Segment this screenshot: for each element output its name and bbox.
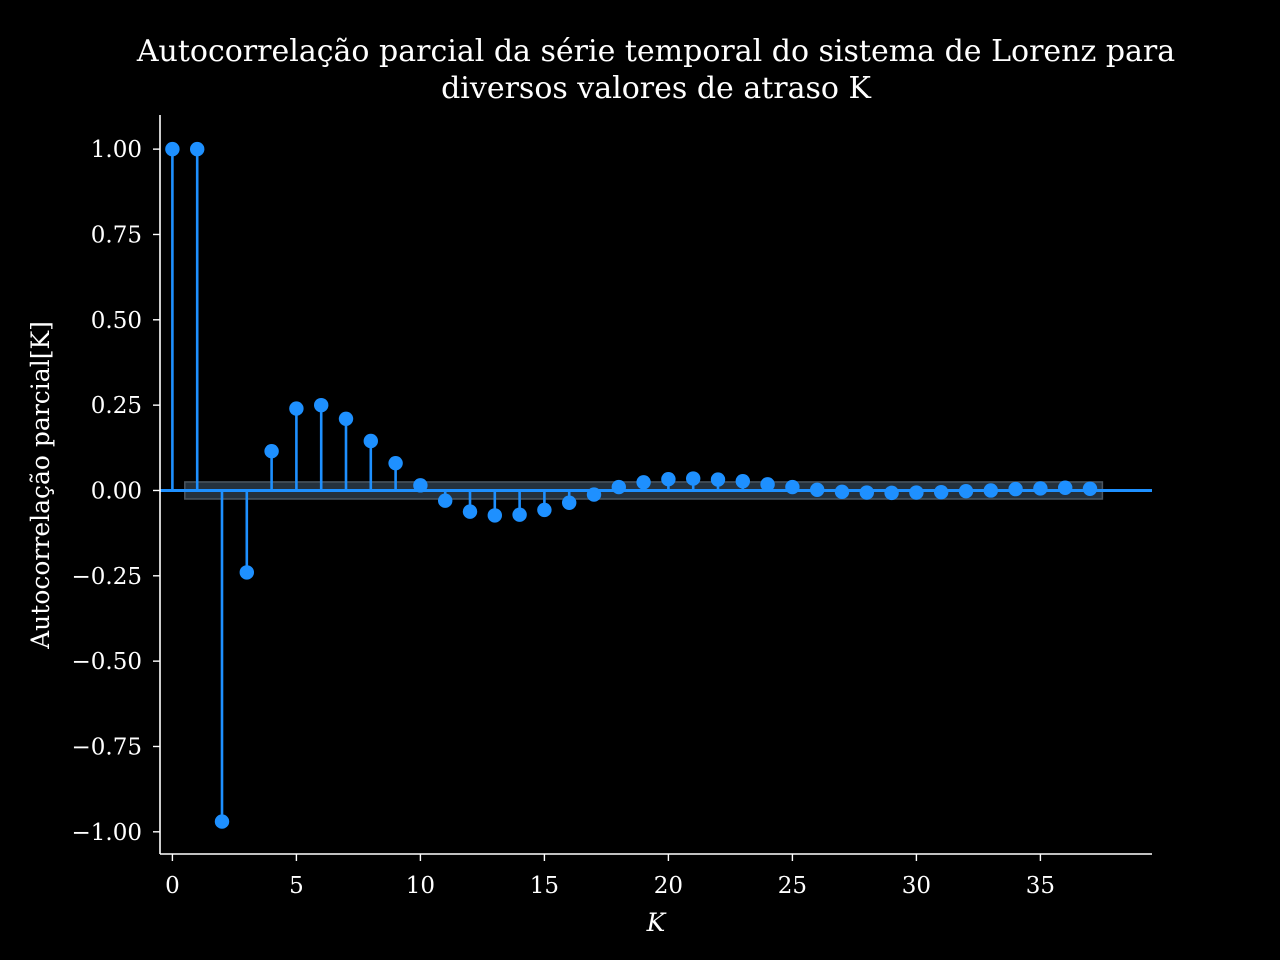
plot-area xyxy=(160,141,1152,829)
stem-marker-29 xyxy=(884,485,899,501)
stem-marker-3 xyxy=(239,565,254,580)
stem-marker-20 xyxy=(661,472,676,487)
x-tick-label-0: 0 xyxy=(165,873,180,899)
markers-layer xyxy=(165,141,1098,829)
y-tick-label-6: −0.50 xyxy=(72,649,142,675)
stem-marker-6 xyxy=(314,397,329,413)
stem-marker-37 xyxy=(1082,481,1098,496)
stem-marker-22 xyxy=(710,472,726,487)
stem-marker-17 xyxy=(586,487,602,502)
stem-marker-24 xyxy=(760,477,775,492)
x-tick-label-35: 35 xyxy=(1026,873,1055,899)
x-tick-label-10: 10 xyxy=(406,873,435,899)
stem-marker-10 xyxy=(413,478,428,493)
y-tick-label-5: −0.25 xyxy=(72,564,142,590)
stem-marker-35 xyxy=(1033,481,1048,496)
y-axis-label: Autocorrelação parcial[K] xyxy=(26,321,55,650)
stem-marker-33 xyxy=(983,483,998,498)
y-tick-label-4: 0.00 xyxy=(91,478,142,504)
chart-title-line1: Autocorrelação parcial da série temporal… xyxy=(136,34,1175,69)
stem-marker-2 xyxy=(214,814,230,829)
stem-marker-18 xyxy=(611,479,626,495)
stem-marker-19 xyxy=(636,475,651,490)
stem-marker-11 xyxy=(438,493,453,508)
stem-marker-12 xyxy=(462,504,478,519)
stem-marker-27 xyxy=(834,484,850,500)
y-tick-label-2: 0.50 xyxy=(91,308,142,334)
y-tick-label-0: 1.00 xyxy=(91,137,142,163)
y-ticks: 1.00 0.75 0.50 0.25 0.00 −0.25 −0.50 −0.75 −1.00 xyxy=(72,137,160,846)
stem-marker-14 xyxy=(512,507,527,522)
stem-marker-26 xyxy=(810,482,825,497)
y-tick-label-1: 0.75 xyxy=(91,222,142,248)
x-ticks: 0 5 10 15 20 25 30 35 xyxy=(165,854,1055,899)
stem-marker-13 xyxy=(487,508,502,523)
stem-marker-34 xyxy=(1008,481,1023,497)
stem-marker-8 xyxy=(363,433,378,449)
stem-marker-4 xyxy=(264,444,279,459)
stem-marker-0 xyxy=(165,141,180,157)
stem-marker-7 xyxy=(338,411,354,426)
x-tick-label-20: 20 xyxy=(654,873,683,899)
x-tick-label-30: 30 xyxy=(902,873,931,899)
stem-marker-28 xyxy=(859,485,874,500)
stem-marker-31 xyxy=(934,484,949,500)
stem-marker-15 xyxy=(537,502,552,518)
stem-marker-16 xyxy=(562,495,577,510)
stem-marker-32 xyxy=(958,483,974,499)
x-tick-label-25: 25 xyxy=(778,873,807,899)
x-tick-label-5: 5 xyxy=(289,873,304,899)
stem-marker-25 xyxy=(785,479,800,495)
stem-marker-1 xyxy=(190,141,205,157)
y-tick-label-3: 0.25 xyxy=(91,393,142,419)
y-tick-label-8: −1.00 xyxy=(72,820,142,846)
stem-marker-9 xyxy=(388,455,403,471)
stem-marker-30 xyxy=(909,485,924,500)
x-tick-label-15: 15 xyxy=(530,873,559,899)
stem-marker-36 xyxy=(1058,480,1073,495)
chart-title-line2: diversos valores de atraso K xyxy=(441,71,871,106)
stem-marker-21 xyxy=(686,471,701,486)
x-axis-label: K xyxy=(646,908,667,937)
stem-marker-23 xyxy=(735,474,750,489)
y-tick-label-7: −0.75 xyxy=(72,734,142,760)
stem-marker-5 xyxy=(289,401,304,416)
